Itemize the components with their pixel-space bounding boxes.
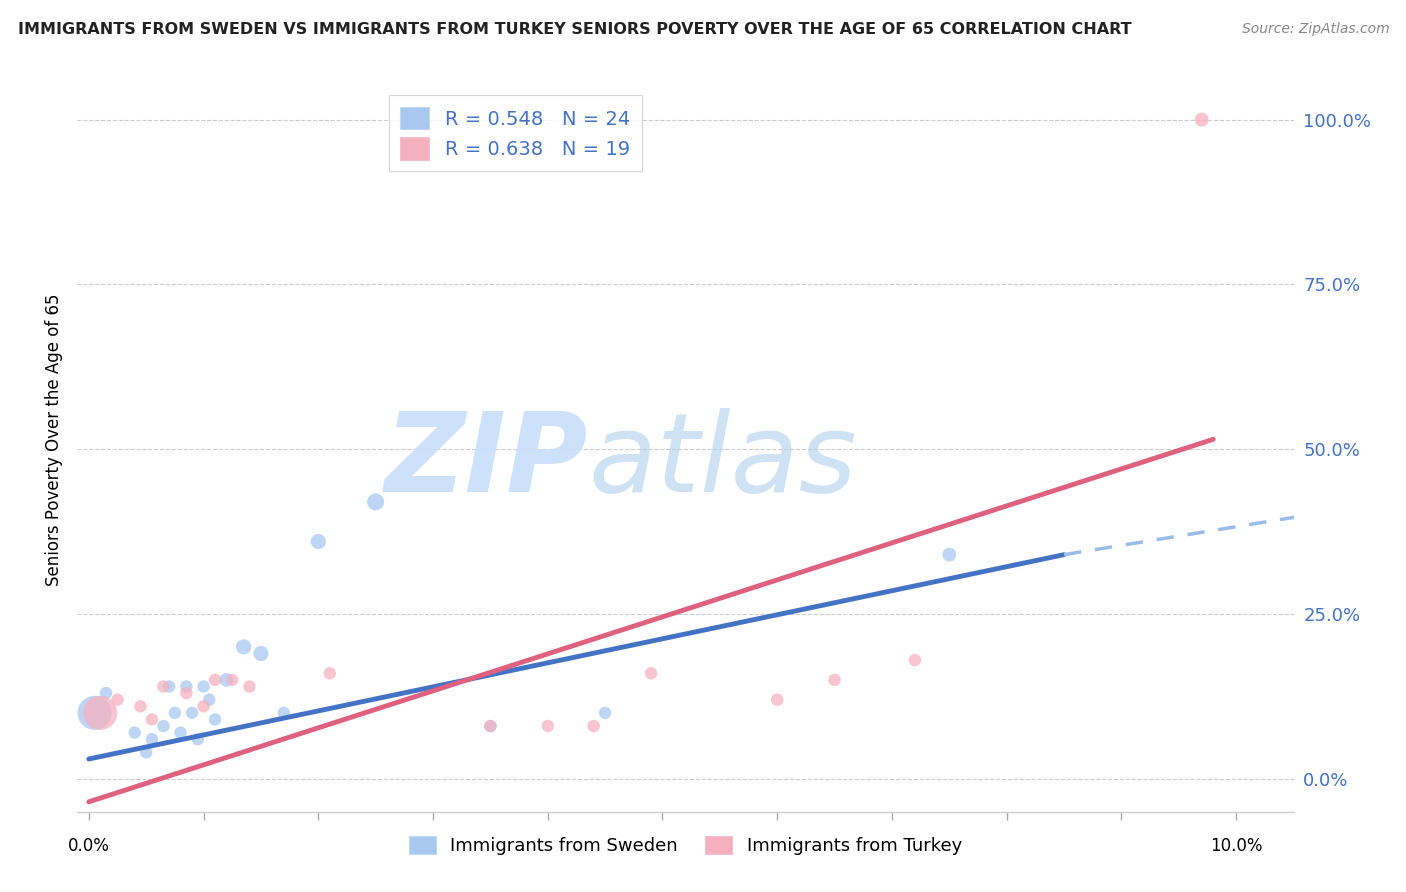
Point: [89, 706, 111, 720]
Point: [250, 647, 273, 661]
Text: 0.0%: 0.0%: [67, 837, 110, 855]
Point: [193, 699, 215, 714]
Point: [232, 640, 254, 654]
Point: [582, 719, 605, 733]
Point: [204, 673, 226, 687]
Point: [141, 713, 163, 727]
Point: [83, 706, 105, 720]
Point: [152, 719, 174, 733]
Point: [135, 745, 157, 759]
Point: [593, 706, 616, 720]
Point: [824, 673, 846, 687]
Point: [904, 653, 927, 667]
Point: [176, 686, 198, 700]
Point: [198, 692, 221, 706]
Text: Source: ZipAtlas.com: Source: ZipAtlas.com: [1241, 22, 1389, 37]
Text: atlas: atlas: [588, 409, 856, 516]
Point: [141, 732, 163, 747]
Point: [124, 725, 146, 739]
Point: [204, 713, 226, 727]
Point: [364, 495, 387, 509]
Point: [479, 719, 502, 733]
Point: [181, 706, 204, 720]
Point: [94, 686, 117, 700]
Point: [537, 719, 560, 733]
Point: [307, 534, 329, 549]
Legend: Immigrants from Sweden, Immigrants from Turkey: Immigrants from Sweden, Immigrants from …: [402, 829, 969, 863]
Text: IMMIGRANTS FROM SWEDEN VS IMMIGRANTS FROM TURKEY SENIORS POVERTY OVER THE AGE OF: IMMIGRANTS FROM SWEDEN VS IMMIGRANTS FRO…: [18, 22, 1132, 37]
Point: [1191, 112, 1213, 127]
Point: [273, 706, 295, 720]
Point: [193, 680, 215, 694]
Point: [163, 706, 186, 720]
Point: [238, 680, 260, 694]
Point: [129, 699, 152, 714]
Point: [766, 692, 789, 706]
Point: [152, 680, 174, 694]
Text: 10.0%: 10.0%: [1211, 837, 1263, 855]
Text: ZIP: ZIP: [385, 409, 588, 516]
Y-axis label: Seniors Poverty Over the Age of 65: Seniors Poverty Over the Age of 65: [45, 293, 63, 585]
Point: [319, 666, 342, 681]
Point: [215, 673, 238, 687]
Point: [640, 666, 662, 681]
Point: [176, 680, 198, 694]
Point: [169, 725, 191, 739]
Point: [938, 548, 960, 562]
Point: [221, 673, 243, 687]
Point: [107, 692, 129, 706]
Point: [479, 719, 502, 733]
Point: [187, 732, 209, 747]
Point: [157, 680, 180, 694]
